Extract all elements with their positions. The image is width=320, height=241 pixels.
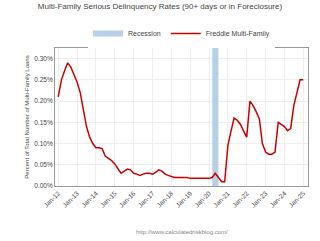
svg-text:Jan-15: Jan-15 (99, 189, 118, 208)
svg-text:Jan-17: Jan-17 (136, 189, 155, 208)
svg-text:Freddie Multi-Family: Freddie Multi-Family (206, 30, 270, 38)
svg-text:Jan-25: Jan-25 (287, 189, 306, 208)
svg-text:Jan-21: Jan-21 (212, 189, 231, 208)
svg-text:0.25%: 0.25% (34, 76, 53, 83)
svg-text:Multi-Family Serious Delinquen: Multi-Family Serious Delinquency Rates (… (38, 2, 283, 11)
svg-text:Jan-22: Jan-22 (231, 189, 250, 208)
svg-text:Jan-13: Jan-13 (61, 189, 80, 208)
svg-text:Jan-19: Jan-19 (174, 189, 193, 208)
svg-text:Jan-16: Jan-16 (118, 189, 137, 208)
svg-text:http://www.calculatedriskblog.: http://www.calculatedriskblog.com/ (136, 229, 228, 235)
svg-text:Jan-23: Jan-23 (250, 189, 269, 208)
svg-text:Jan-18: Jan-18 (155, 189, 174, 208)
svg-text:Jan-24: Jan-24 (268, 189, 287, 208)
svg-text:0.00%: 0.00% (34, 182, 53, 189)
svg-text:0.10%: 0.10% (34, 140, 53, 147)
svg-text:Recession: Recession (128, 30, 161, 37)
svg-text:0.30%: 0.30% (34, 55, 53, 62)
svg-text:Percent of Total Number of Mul: Percent of Total Number of Multi-Family … (24, 55, 30, 178)
svg-text:0.20%: 0.20% (34, 97, 53, 104)
svg-text:Jan-20: Jan-20 (193, 189, 212, 208)
svg-text:Jan-14: Jan-14 (80, 189, 99, 208)
svg-text:Jan-12: Jan-12 (42, 189, 61, 208)
svg-text:0.05%: 0.05% (34, 161, 53, 168)
svg-text:0.15%: 0.15% (34, 119, 53, 126)
